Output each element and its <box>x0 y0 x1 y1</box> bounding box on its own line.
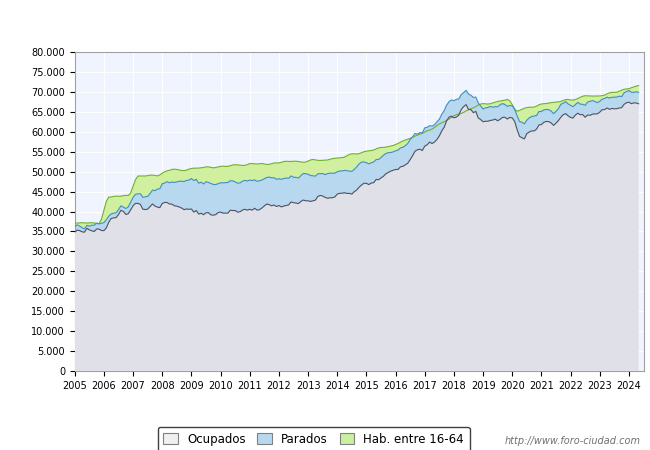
Legend: Ocupados, Parados, Hab. entre 16-64: Ocupados, Parados, Hab. entre 16-64 <box>157 427 470 450</box>
Text: Sant Cugat del Vallès - Evolucion de la poblacion en edad de Trabajar Mayo de 20: Sant Cugat del Vallès - Evolucion de la … <box>44 16 606 29</box>
Text: http://www.foro-ciudad.com: http://www.foro-ciudad.com <box>504 436 640 446</box>
